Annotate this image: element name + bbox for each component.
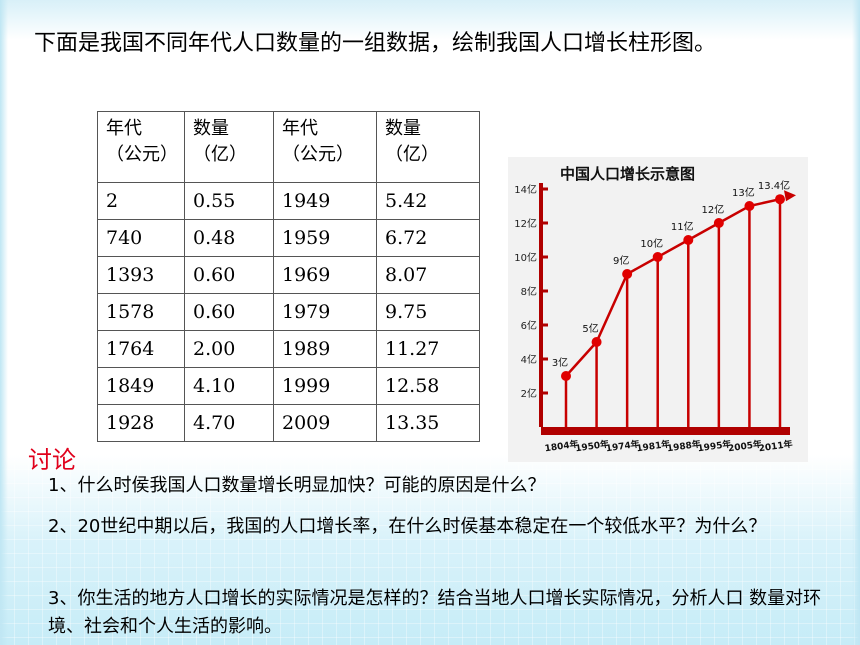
y-tick-label: 12亿 [514,217,537,230]
table-cell: 1578 [97,293,185,331]
table-cell: 8.07 [376,256,480,294]
data-point [591,337,602,347]
table-row: 1928 4.70 2009 13.35 [97,404,480,442]
right-edge-decoration [852,0,860,645]
data-label: 13.4亿 [758,179,790,192]
table-cell: 12.58 [376,367,480,405]
header-year-2: 年代 （公元） [273,111,377,183]
table-header-row: 年代 （公元） 数量 （亿） 年代 （公元） 数量 （亿） [97,111,480,183]
data-label: 12亿 [701,203,724,216]
table-cell: 13.35 [376,404,480,442]
table-cell: 0.60 [184,256,274,294]
table-row: 1764 2.00 1989 11.27 [97,330,480,368]
table-cell: 6.72 [376,219,480,257]
intro-text: 下面是我国不同年代人口数量的一组数据，绘制我国人口增长柱形图。 [34,31,717,56]
series-line [565,197,781,377]
table-cell: 1989 [273,330,377,368]
table-cell: 0.60 [184,293,274,331]
chart-title: 中国人口增长示意图 [560,165,695,183]
table-cell: 1999 [273,367,377,405]
table-cell: 2009 [273,404,377,442]
table-cell: 5.42 [376,182,480,220]
discussion-question-2: 2、20世纪中期以后，我国的人口增长率，在什么时侯基本稳定在一个较低水平？为什么… [48,516,767,537]
data-label: 10亿 [640,237,663,250]
y-tick-label: 6亿 [521,319,537,332]
header-unit: （公元） [282,144,354,165]
background-bottom [0,455,860,645]
table-cell: 4.10 [184,367,274,405]
data-point [744,201,755,211]
table-cell: 2.00 [184,330,274,368]
table-cell: 1959 [273,219,377,257]
header-unit: （亿） [385,144,439,165]
y-tick-label: 10亿 [514,251,537,264]
table-cell: 1928 [97,404,185,442]
table-cell: 1979 [273,293,377,331]
table-cell: 740 [97,219,185,257]
left-edge-decoration [0,0,8,645]
table-cell: 4.70 [184,404,274,442]
table-cell: 1849 [97,367,185,405]
data-label: 3亿 [552,356,568,369]
data-point [713,218,724,228]
table-cell: 1969 [273,256,377,294]
population-table: 年代 （公元） 数量 （亿） 年代 （公元） 数量 （亿） 2 0.55 1949 5.42 … [97,111,480,442]
table-row: 1578 0.60 1979 9.75 [97,293,480,331]
table-cell: 0.55 [184,182,274,220]
table-row: 1393 0.60 1969 8.07 [97,256,480,294]
header-count-2: 数量 （亿） [376,111,480,183]
table-row: 2 0.55 1949 5.42 [97,182,480,220]
header-year-1: 年代 （公元） [97,111,185,183]
discussion-question-3: 3、你生活的地方人口增长的实际情况是怎样的？结合当地人口增长实际情况，分析人口 … [48,588,822,637]
table-cell: 1764 [97,330,185,368]
background-top [0,0,860,40]
data-point [775,194,785,205]
discussion-question-1: 1、什么时侯我国人口数量增长明显加快？可能的原因是什么？ [48,475,546,496]
data-point [683,235,694,245]
series-arrow-head [784,190,796,202]
data-point [652,252,663,262]
table-cell: 2 [97,182,185,220]
header-unit: （公元） [106,144,178,165]
population-growth-chart: 中国人口增长示意图 2亿4亿6亿8亿10亿12亿14亿3亿1804年5亿1950… [508,157,808,462]
discussion-title: 讨论 [28,446,76,474]
y-tick-label: 2亿 [521,387,537,400]
table-cell: 1393 [97,256,185,294]
header-label: 年代 [282,118,318,139]
table-cell: 1949 [273,182,377,220]
y-tick-label: 8亿 [521,285,537,298]
chart-marks: 2亿4亿6亿8亿10亿12亿14亿3亿1804年5亿1950年9亿1974年10… [514,179,796,454]
header-label: 数量 [193,118,229,139]
y-tick-label: 14亿 [514,183,537,196]
data-label: 11亿 [671,220,694,233]
table-cell: 9.75 [376,293,480,331]
table-row: 740 0.48 1959 6.72 [97,219,480,257]
y-tick-label: 4亿 [521,353,537,366]
table-cell: 11.27 [376,330,480,368]
header-count-1: 数量 （亿） [184,111,274,183]
data-point [561,371,571,381]
data-label: 9亿 [613,254,629,267]
table-cell: 0.48 [184,219,274,257]
data-point [622,269,633,279]
table-row: 1849 4.10 1999 12.58 [97,367,480,405]
header-label: 数量 [385,118,421,139]
x-axis-band [541,427,790,435]
header-unit: （亿） [193,144,247,165]
data-label: 5亿 [582,322,598,335]
data-label: 13亿 [732,186,755,199]
header-label: 年代 [106,118,142,139]
